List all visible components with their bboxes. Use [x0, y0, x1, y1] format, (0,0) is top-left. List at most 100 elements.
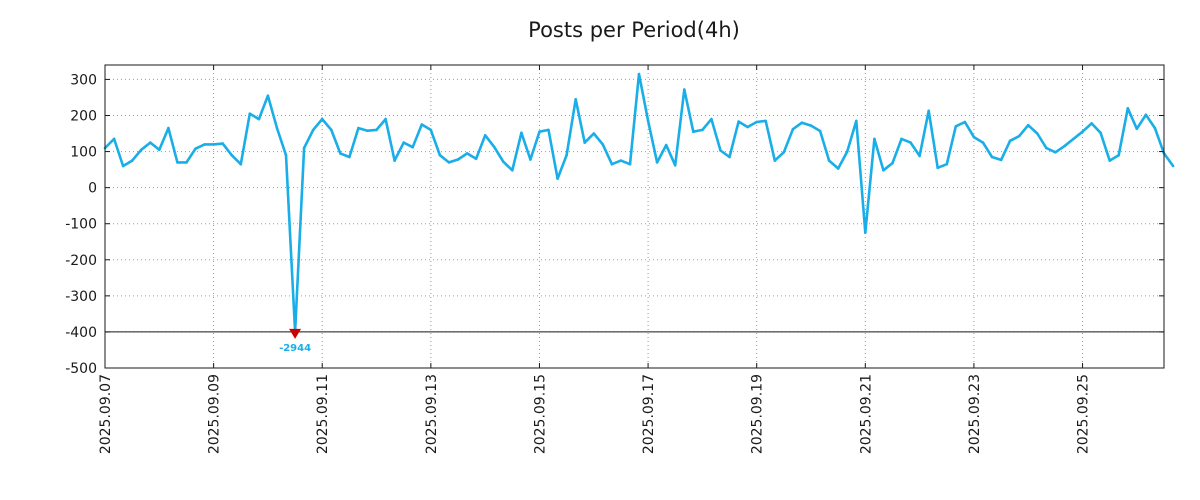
data-point	[357, 126, 360, 130]
data-point	[529, 158, 532, 161]
data-point	[746, 125, 749, 129]
data-point	[927, 109, 930, 113]
data-point	[139, 148, 143, 152]
data-point	[257, 117, 261, 121]
data-point	[1026, 123, 1030, 127]
data-point	[176, 161, 179, 164]
y-tick-label: 0	[88, 181, 97, 197]
data-point	[556, 177, 559, 180]
data-point	[302, 146, 306, 150]
y-tick-label: 200	[70, 109, 97, 125]
data-point	[230, 153, 233, 157]
data-point	[447, 161, 451, 164]
x-tick-label: 2025.09.19	[750, 374, 766, 454]
data-point	[900, 137, 903, 141]
data-point	[538, 130, 541, 133]
data-point	[909, 141, 912, 144]
data-point	[112, 137, 116, 141]
x-tick-label: 2025.09.13	[424, 374, 440, 454]
data-point	[121, 164, 125, 168]
data-point	[1126, 107, 1130, 110]
y-tick-label: -300	[65, 289, 97, 305]
data-point	[882, 169, 885, 172]
series-line	[104, 72, 1175, 334]
x-tick-label: 2025.09.25	[1076, 374, 1092, 454]
data-point	[855, 119, 858, 123]
x-axis-ticks: 2025.09.07 2025.09.09 2025.09.11 2025.09.13…	[98, 65, 1092, 454]
outlier-value-label: -2944	[279, 343, 311, 354]
data-point	[393, 159, 396, 162]
data-point	[330, 128, 333, 132]
data-point	[728, 155, 731, 159]
data-point	[664, 143, 668, 147]
data-point	[737, 120, 740, 123]
data-point	[1081, 130, 1084, 133]
data-point	[411, 145, 415, 149]
data-point	[1099, 131, 1102, 135]
data-point	[628, 162, 632, 166]
data-point	[619, 159, 623, 162]
data-point	[1008, 139, 1012, 143]
data-point	[275, 126, 279, 130]
x-tick-label: 2025.09.17	[641, 374, 657, 454]
chart-title: Posts per Period(4h)	[528, 18, 740, 42]
data-point	[339, 152, 342, 155]
data-point	[981, 141, 985, 144]
data-point	[891, 161, 894, 165]
data-point	[1045, 146, 1048, 150]
data-point	[583, 141, 586, 144]
data-point	[655, 161, 659, 164]
data-point	[1171, 164, 1175, 168]
y-tick-label: -100	[65, 217, 97, 233]
x-tick-label: 2025.09.15	[532, 374, 548, 454]
data-point	[1108, 159, 1111, 162]
data-point	[954, 125, 958, 128]
data-point	[972, 135, 976, 139]
data-point	[194, 147, 197, 150]
data-point	[845, 150, 849, 153]
y-tick-label: 100	[70, 145, 97, 161]
data-point	[945, 162, 949, 166]
data-point	[520, 131, 523, 135]
data-point	[836, 167, 840, 170]
data-point	[465, 152, 469, 155]
series-layer	[103, 72, 1175, 334]
data-point	[185, 161, 188, 164]
data-point	[918, 154, 921, 158]
data-point	[402, 141, 406, 144]
data-point	[492, 145, 496, 149]
data-point	[167, 126, 170, 130]
data-point	[565, 153, 568, 157]
data-point	[809, 124, 813, 127]
data-point	[827, 159, 831, 162]
clipped-outlier-marker	[289, 328, 302, 339]
data-point	[1054, 151, 1057, 154]
data-point	[999, 158, 1003, 162]
data-point	[1017, 134, 1021, 138]
data-point	[221, 142, 224, 145]
data-point	[773, 159, 777, 162]
y-tick-label: -500	[65, 361, 97, 377]
data-point	[936, 166, 939, 170]
data-point	[266, 94, 270, 97]
data-point	[963, 120, 967, 124]
data-point	[1144, 113, 1148, 117]
data-point	[610, 162, 614, 166]
data-point	[366, 129, 369, 132]
annotation-layer: -2944	[279, 328, 311, 354]
data-point	[755, 120, 758, 124]
data-point	[212, 143, 215, 146]
data-point	[791, 127, 795, 131]
data-point	[1135, 127, 1139, 131]
data-point	[284, 153, 288, 157]
data-point	[158, 148, 161, 152]
data-point	[311, 128, 315, 132]
data-point	[637, 72, 641, 76]
data-point	[474, 157, 478, 161]
data-point	[130, 159, 134, 162]
data-point	[1063, 144, 1066, 148]
data-point	[692, 130, 695, 133]
data-point	[574, 98, 577, 101]
data-point	[320, 117, 324, 121]
data-point	[818, 129, 822, 133]
